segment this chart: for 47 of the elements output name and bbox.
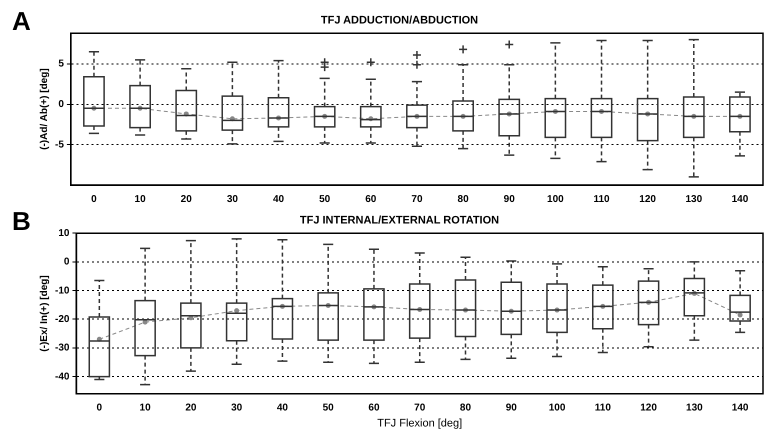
x-tick-label: 140 <box>732 402 749 414</box>
x-tick-label: 40 <box>276 402 288 414</box>
x-tick-label: 30 <box>226 194 238 205</box>
x-tick-label: 70 <box>414 402 426 414</box>
x-tick-label: 110 <box>593 194 610 205</box>
chart-title: TFJ ADDUCTION/ABDUCTION <box>320 14 478 27</box>
x-tick-label: 60 <box>365 194 377 205</box>
x-tick-label: 80 <box>460 402 472 414</box>
x-tick-label: 130 <box>685 194 703 205</box>
y-tick-label: 10 <box>58 228 70 239</box>
x-tick-label: 80 <box>458 194 470 205</box>
x-tick-label: 20 <box>180 194 192 205</box>
x-tick-label: 70 <box>411 194 423 205</box>
x-tick-label: 50 <box>322 402 334 414</box>
y-tick-label: 5 <box>58 58 64 70</box>
x-tick-label: 10 <box>134 194 146 205</box>
x-tick-label: 60 <box>368 402 380 414</box>
point <box>738 312 743 318</box>
chart-title: TFJ INTERNAL/EXTERNAL ROTATION <box>300 214 500 227</box>
x-tick-label: 100 <box>547 194 564 205</box>
x-axis-title: TFJ Flexion [deg] <box>377 417 462 430</box>
x-tick-label: 20 <box>185 402 197 414</box>
y-tick-label: -20 <box>55 314 70 325</box>
y-tick-label: -10 <box>55 285 70 296</box>
x-tick-label: 90 <box>506 402 518 414</box>
x-tick-label: 130 <box>686 402 704 414</box>
x-tick-label: 0 <box>96 402 103 414</box>
y-tick-label: -5 <box>54 139 64 150</box>
x-tick-label: 0 <box>91 194 98 205</box>
x-tick-label: 50 <box>319 194 331 205</box>
y-tick-label: -30 <box>55 342 70 354</box>
x-tick-label: 10 <box>140 402 152 414</box>
y-tick-label: 0 <box>64 256 70 268</box>
x-tick-label: 120 <box>639 194 656 205</box>
y-axis-title: (-)Ex/ In(+) [deg] <box>38 275 50 352</box>
y-axis-title: (-)Ad/ Ab(+) [deg] <box>38 68 50 150</box>
x-tick-label: 140 <box>732 194 749 205</box>
x-tick-label: 40 <box>272 194 285 205</box>
x-tick-label: 110 <box>594 402 612 414</box>
x-tick-label: 30 <box>231 402 243 414</box>
text: A <box>12 6 31 36</box>
x-tick-label: 90 <box>504 194 516 205</box>
text: B <box>12 206 31 236</box>
x-tick-label: 120 <box>640 402 658 414</box>
y-tick-label: -40 <box>55 371 70 382</box>
y-tick-label: 0 <box>58 99 64 110</box>
x-tick-label: 100 <box>548 402 566 414</box>
